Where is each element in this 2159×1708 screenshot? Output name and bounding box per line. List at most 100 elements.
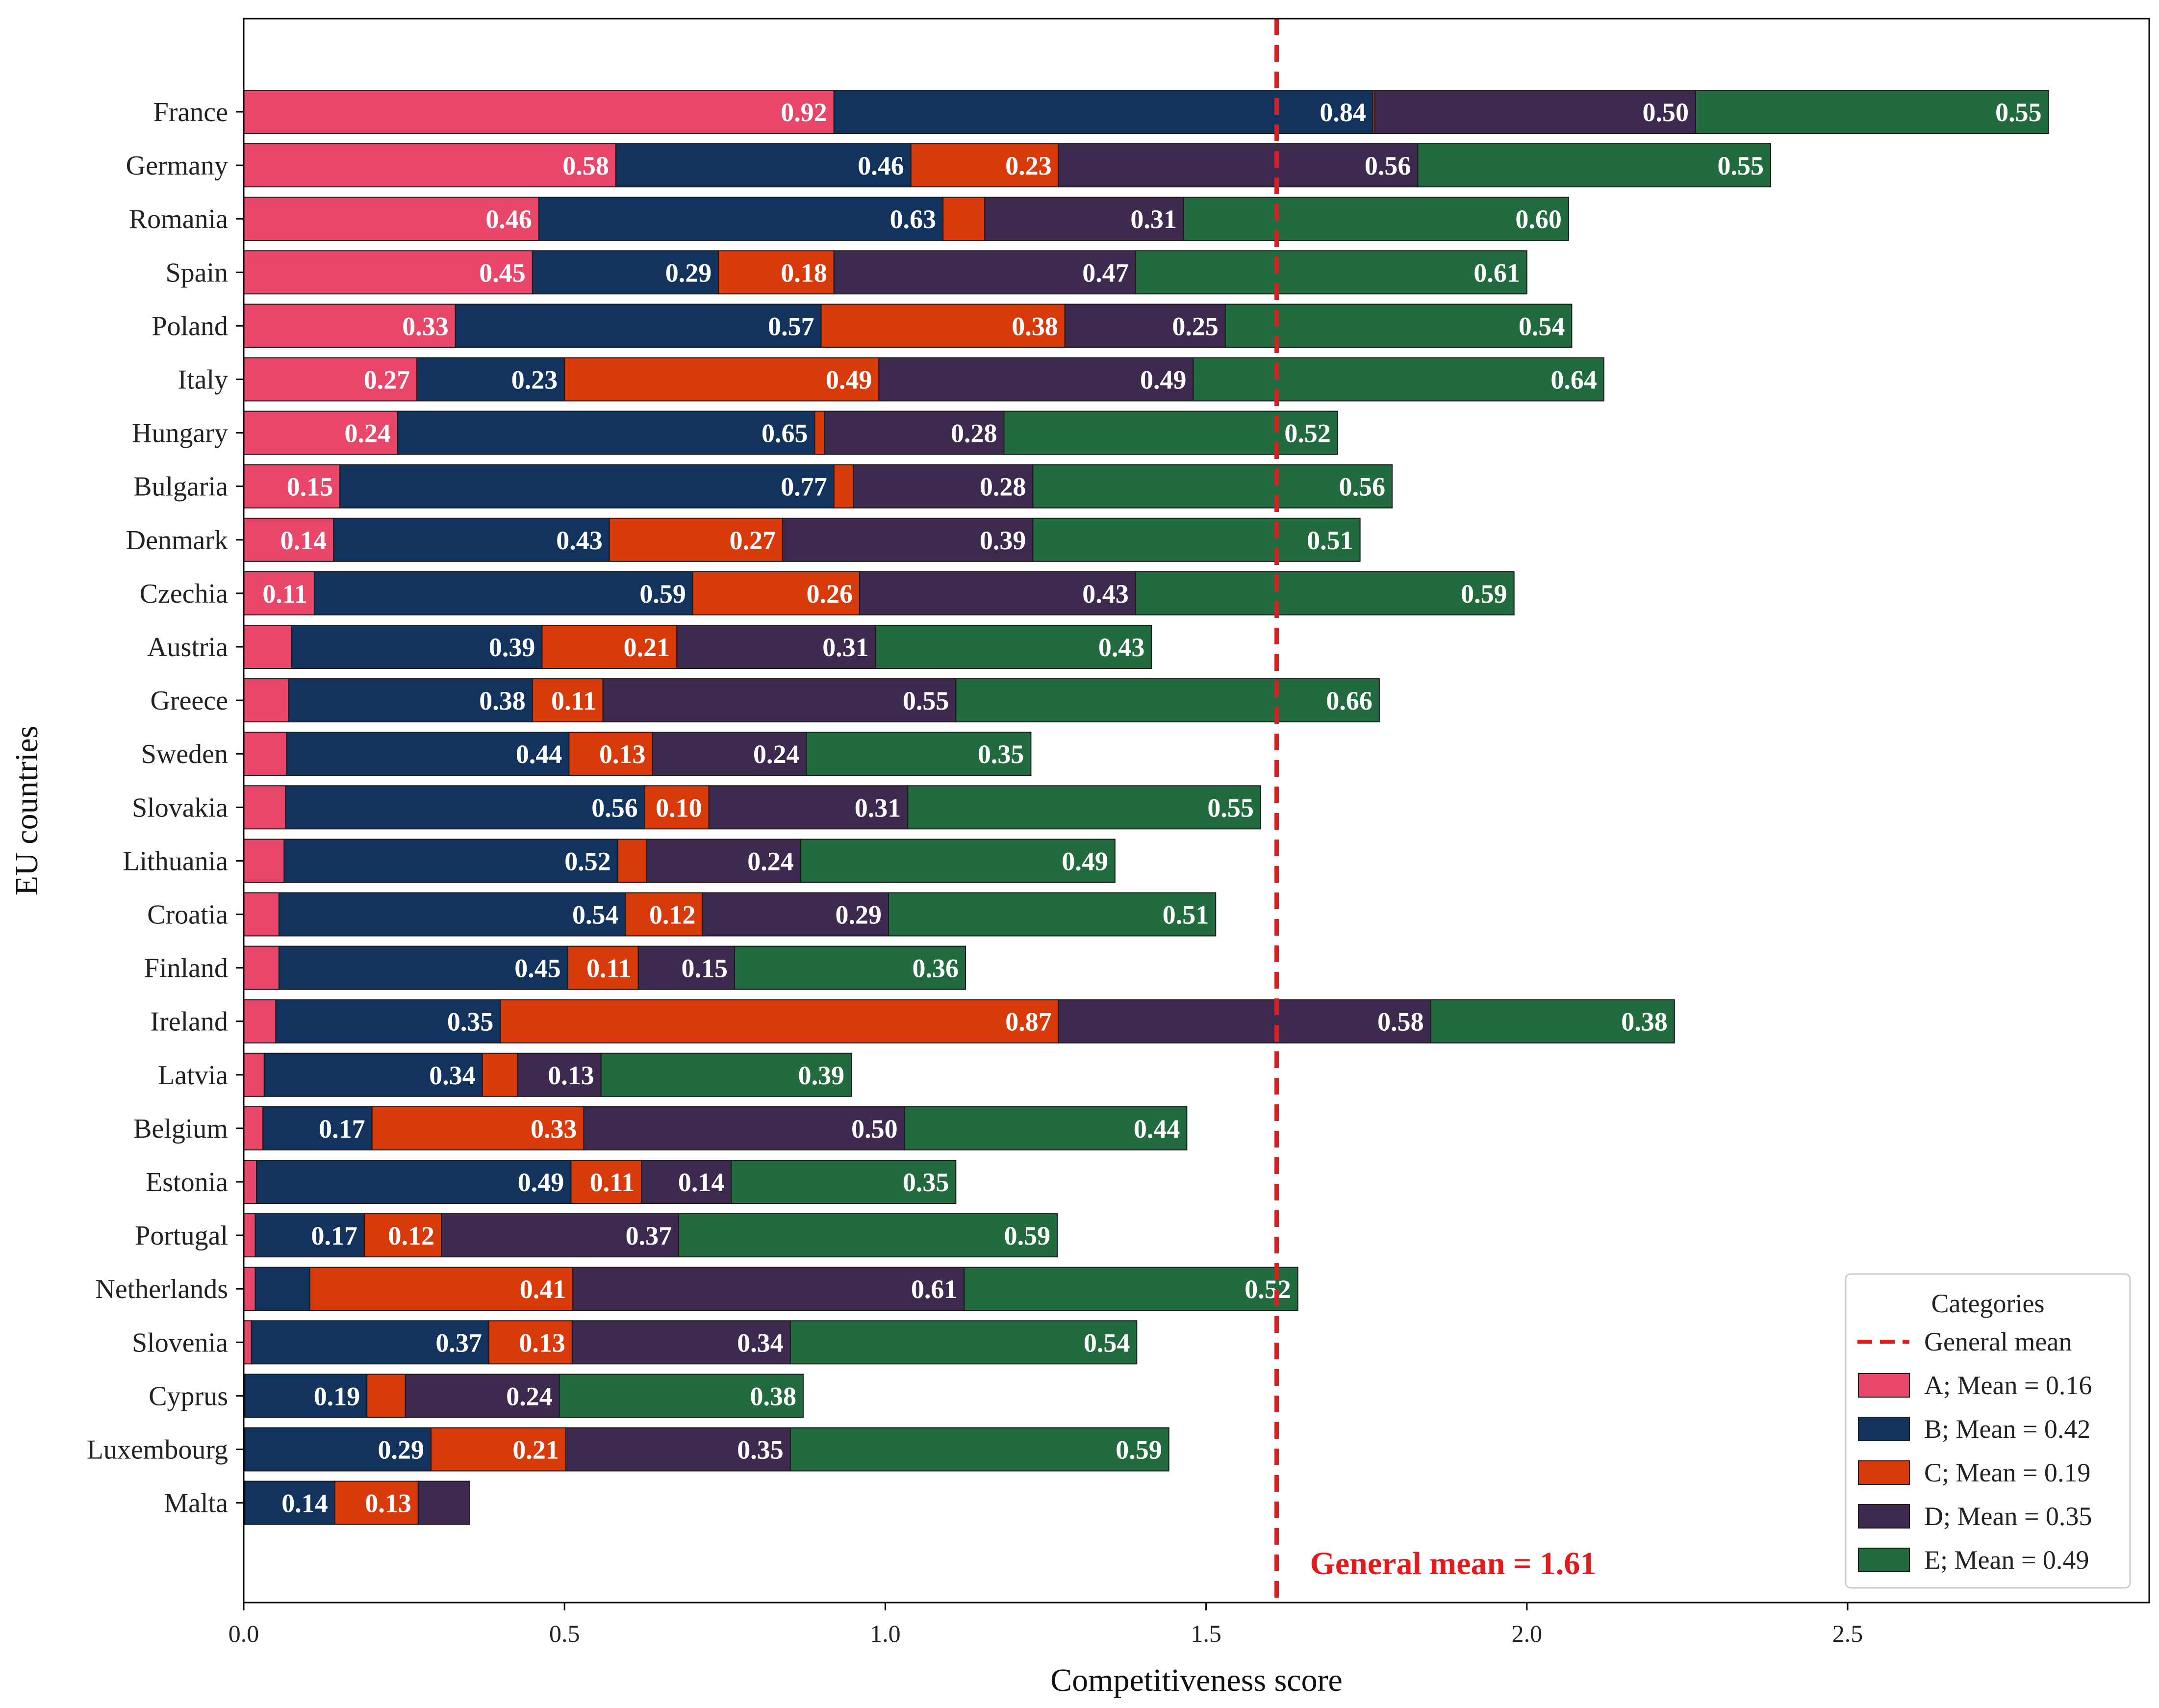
bar-c-spain [718, 250, 835, 295]
bar-b-lithuania [283, 839, 618, 883]
bar-a-greece [243, 678, 289, 723]
bar-label-b-finland: 0.45 [514, 954, 561, 983]
bar-label-b-denmark: 0.43 [556, 526, 603, 555]
bar-a-slovenia [243, 1320, 252, 1365]
bar-d-croatia [702, 892, 889, 937]
bar-e-germany [1417, 143, 1772, 188]
bar-label-a-bulgaria: 0.15 [287, 472, 333, 502]
bar-a-spain [243, 250, 533, 295]
bar-d-estonia [641, 1160, 732, 1204]
bar-label-e-greece: 0.66 [1326, 686, 1372, 715]
bar-label-d-italy: 0.49 [1140, 365, 1187, 395]
bar-label-a-france: 0.92 [781, 98, 827, 127]
legend-swatch-d [1858, 1504, 1910, 1529]
bar-label-c-portugal: 0.12 [388, 1221, 434, 1250]
bar-label-d-austria: 0.31 [822, 633, 869, 662]
y-tick-label-portugal: Portugal [135, 1221, 228, 1251]
bar-label-c-luxembourg: 0.21 [512, 1435, 559, 1465]
bar-b-portugal [254, 1213, 365, 1258]
plot-frame [243, 18, 2150, 1604]
y-tick-label-greece: Greece [150, 686, 228, 716]
y-tick-label-malta: Malta [164, 1488, 228, 1519]
bar-label-c-netherlands: 0.41 [520, 1275, 566, 1304]
bar-label-d-sweden: 0.24 [753, 739, 800, 769]
bar-label-c-malta: 0.13 [365, 1489, 411, 1518]
bar-label-d-ireland: 0.58 [1377, 1007, 1424, 1037]
bar-label-c-germany: 0.23 [1005, 151, 1052, 180]
bar-c-belgium [371, 1106, 584, 1150]
bar-label-e-estonia: 0.35 [903, 1168, 949, 1197]
bar-label-a-italy: 0.27 [364, 365, 410, 395]
bar-d-malta [417, 1480, 470, 1525]
bar-label-e-slovakia: 0.55 [1207, 793, 1254, 822]
bar-a-finland [243, 945, 279, 990]
x-tick-label-4: 2.0 [1512, 1620, 1543, 1647]
bar-e-latvia [600, 1052, 852, 1097]
bar-label-e-hungary: 0.52 [1284, 419, 1331, 448]
legend-entry-5: E; Mean = 0.49 [1924, 1545, 2089, 1575]
bar-a-croatia [243, 892, 279, 937]
bar-d-greece [602, 678, 957, 723]
legend-box [1845, 1273, 2131, 1589]
y-tick-label-austria: Austria [147, 632, 228, 663]
bar-label-e-lithuania: 0.49 [1062, 846, 1108, 876]
y-tick-label-croatia: Croatia [147, 900, 228, 930]
y-tick-label-slovenia: Slovenia [132, 1327, 228, 1358]
bar-label-b-malta: 0.14 [281, 1489, 328, 1518]
bar-label-d-latvia: 0.13 [548, 1061, 594, 1090]
y-tick-label-denmark: Denmark [126, 525, 228, 556]
bar-b-netherlands [254, 1267, 310, 1311]
bar-label-b-france: 0.84 [1320, 98, 1366, 127]
bar-label-b-italy: 0.23 [511, 365, 558, 395]
bar-label-d-czechia: 0.43 [1082, 579, 1129, 609]
bar-c-austria [541, 625, 678, 669]
bar-label-e-denmark: 0.51 [1307, 526, 1353, 555]
bar-label-e-croatia: 0.51 [1163, 900, 1209, 930]
bar-a-poland [243, 304, 456, 348]
bar-a-lithuania [243, 839, 285, 883]
bar-d-spain [833, 250, 1136, 295]
bar-a-netherlands [243, 1267, 256, 1311]
bar-c-czechia [692, 571, 861, 615]
bar-d-italy [878, 357, 1194, 402]
bar-label-c-italy: 0.49 [826, 365, 872, 395]
bar-label-b-czechia: 0.59 [639, 579, 686, 609]
bar-label-e-latvia: 0.39 [798, 1061, 845, 1090]
bar-c-croatia [625, 892, 703, 937]
x-tick-label-1: 0.5 [549, 1620, 580, 1647]
bar-e-bulgaria [1032, 464, 1393, 509]
bar-label-b-lithuania: 0.52 [564, 846, 611, 876]
bar-c-hungary [814, 410, 825, 455]
bar-label-e-france: 0.55 [1995, 98, 2042, 127]
legend-title: Categories [1931, 1289, 2045, 1318]
bar-label-b-belgium: 0.17 [319, 1114, 365, 1144]
bar-label-e-italy: 0.64 [1550, 365, 1597, 395]
legend-entry-1: A; Mean = 0.16 [1924, 1371, 2092, 1400]
bar-label-c-czechia: 0.26 [807, 579, 853, 609]
bar-label-b-germany: 0.46 [858, 151, 904, 180]
bar-c-ireland [500, 999, 1059, 1044]
bar-c-portugal [363, 1213, 442, 1258]
bar-e-lithuania [800, 839, 1116, 883]
bar-b-finland [278, 945, 568, 990]
y-tick-label-italy: Italy [178, 365, 228, 395]
bar-a-slovakia [243, 785, 286, 830]
y-tick-label-luxembourg: Luxembourg [87, 1435, 228, 1465]
legend-swatch-c [1858, 1460, 1910, 1485]
bar-label-c-denmark: 0.27 [730, 526, 776, 555]
bar-c-luxembourg [431, 1427, 566, 1472]
y-tick-label-slovakia: Slovakia [132, 792, 228, 823]
bar-e-belgium [904, 1106, 1188, 1150]
bar-b-hungary [397, 410, 815, 455]
bar-label-b-latvia: 0.34 [429, 1061, 476, 1090]
x-tick-label-0: 0.0 [229, 1620, 259, 1647]
bar-d-lithuania [646, 839, 801, 883]
bar-label-e-czechia: 0.59 [1461, 579, 1507, 609]
bar-a-portugal [243, 1213, 256, 1258]
bar-e-hungary [1003, 410, 1338, 455]
bar-c-estonia [570, 1160, 642, 1204]
bar-e-italy [1193, 357, 1604, 402]
bar-label-b-poland: 0.57 [768, 311, 814, 341]
bar-label-d-lithuania: 0.24 [747, 846, 794, 876]
bar-d-germany [1058, 143, 1419, 188]
